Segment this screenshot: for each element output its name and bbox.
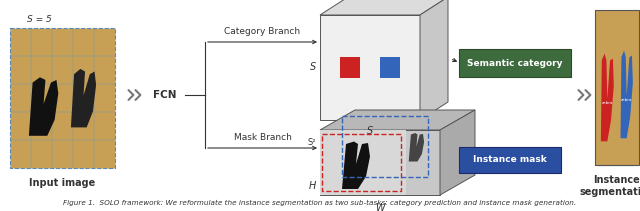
Text: zebra: zebra <box>602 101 613 105</box>
FancyBboxPatch shape <box>459 49 571 77</box>
Text: FCN: FCN <box>153 90 177 100</box>
Text: Semantic category: Semantic category <box>467 58 563 68</box>
Polygon shape <box>621 50 633 138</box>
Text: S: S <box>367 126 373 136</box>
Polygon shape <box>409 133 424 161</box>
Bar <box>342 116 428 177</box>
Text: S = 5: S = 5 <box>27 15 52 24</box>
Text: Mask Branch: Mask Branch <box>234 133 291 142</box>
Text: S²: S² <box>307 138 316 147</box>
Polygon shape <box>320 0 448 15</box>
Polygon shape <box>29 77 58 136</box>
Bar <box>595 10 639 165</box>
Polygon shape <box>420 0 448 120</box>
Bar <box>10 28 115 168</box>
Bar <box>320 15 420 120</box>
Text: W: W <box>375 203 385 211</box>
Polygon shape <box>342 142 370 189</box>
Text: H: H <box>308 181 316 191</box>
Text: Instance
segmentation: Instance segmentation <box>579 175 640 197</box>
Text: Input image: Input image <box>29 178 95 188</box>
Bar <box>598 15 633 165</box>
Bar <box>320 130 440 195</box>
Text: Instance mask: Instance mask <box>473 156 547 165</box>
Polygon shape <box>71 69 96 127</box>
Text: S: S <box>310 62 316 73</box>
Bar <box>322 134 401 191</box>
Polygon shape <box>320 110 475 130</box>
Bar <box>340 57 360 78</box>
Polygon shape <box>601 54 614 141</box>
FancyBboxPatch shape <box>459 147 561 173</box>
Text: Category Branch: Category Branch <box>225 27 301 36</box>
Text: zebra: zebra <box>621 98 632 102</box>
Bar <box>380 57 400 78</box>
Text: Figure 1.  SOLO framework: We reformulate the instance segmentation as two sub-t: Figure 1. SOLO framework: We reformulate… <box>63 200 577 206</box>
Bar <box>320 130 406 195</box>
Polygon shape <box>440 110 475 195</box>
